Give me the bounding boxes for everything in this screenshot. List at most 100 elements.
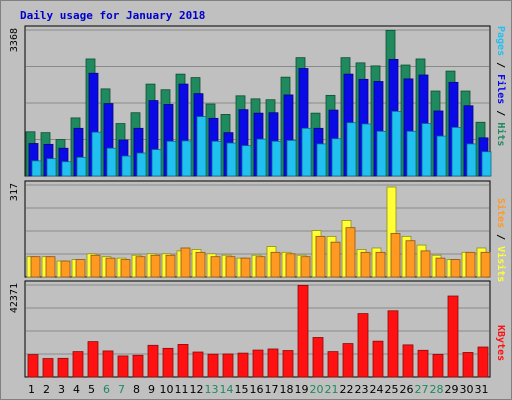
bar-sites-3 (60, 260, 71, 278)
bar-kbytes-3 (57, 357, 69, 378)
bar-sites-5 (90, 254, 101, 278)
bar-sites-2 (45, 256, 56, 278)
bar-kbytes-2 (42, 358, 54, 378)
bar-sites-14 (225, 256, 236, 278)
x-tick-label: 21 (325, 383, 339, 396)
bar-pages-3 (61, 161, 72, 177)
bar-pages-9 (151, 149, 162, 177)
bar-kbytes-4 (72, 351, 84, 378)
bar-pages-23 (361, 123, 372, 177)
bar-kbytes-23 (357, 313, 369, 378)
legend-entry: Sites (495, 198, 507, 228)
bar-kbytes-29 (447, 295, 459, 378)
bar-sites-7 (120, 259, 131, 278)
bar-kbytes-30 (462, 352, 474, 378)
bar-pages-19 (301, 127, 312, 177)
legend-bottom: KBytes (495, 325, 506, 361)
bar-kbytes-19 (297, 284, 309, 378)
x-tick-label: 6 (103, 383, 110, 396)
bar-pages-1 (31, 160, 42, 177)
x-tick-label: 12 (190, 383, 204, 396)
bar-sites-27 (420, 250, 431, 278)
bar-pages-14 (226, 142, 237, 177)
x-tick-label: 11 (175, 383, 189, 396)
x-tick-label: 9 (148, 383, 155, 396)
bar-kbytes-10 (162, 347, 174, 378)
bar-kbytes-22 (342, 343, 354, 378)
bar-sites-8 (135, 256, 146, 278)
ymax-label-kbytes: 42371 (9, 283, 20, 313)
ymax-label-hits-files-pages: 3368 (9, 28, 20, 52)
bar-sites-15 (240, 257, 251, 278)
x-tick-label: 15 (235, 383, 249, 396)
bar-sites-20 (315, 235, 326, 278)
x-tick-label: 1 (28, 383, 35, 396)
bar-kbytes-14 (222, 353, 234, 378)
x-tick-label: 2 (43, 383, 50, 396)
bar-kbytes-28 (432, 354, 444, 378)
bar-pages-12 (196, 116, 207, 177)
bar-sites-23 (360, 251, 371, 278)
bar-kbytes-17 (267, 348, 279, 378)
x-tick-label: 18 (280, 383, 294, 396)
bar-kbytes-13 (207, 353, 219, 378)
x-tick-label: 25 (385, 383, 399, 396)
bar-sites-21 (330, 241, 341, 278)
legend-entry: Pages (495, 26, 506, 56)
bar-sites-6 (105, 257, 116, 278)
bar-pages-7 (121, 155, 132, 177)
bar-pages-20 (316, 143, 327, 177)
bar-sites-19 (300, 256, 311, 278)
bar-pages-13 (211, 140, 222, 177)
bar-kbytes-12 (192, 351, 204, 378)
bar-sites-25 (390, 233, 401, 278)
bar-pages-15 (241, 145, 252, 177)
x-tick-label: 30 (460, 383, 474, 396)
x-tick-label: 28 (430, 383, 444, 396)
bar-sites-9 (150, 254, 161, 278)
bar-pages-29 (451, 127, 462, 177)
bar-kbytes-31 (477, 346, 489, 378)
bar-pages-22 (346, 122, 357, 177)
x-tick-label: 16 (250, 383, 264, 396)
bar-pages-24 (376, 130, 387, 177)
bar-kbytes-21 (327, 351, 339, 378)
bar-pages-6 (106, 147, 117, 177)
x-tick-label: 8 (133, 383, 140, 396)
bar-kbytes-8 (132, 354, 144, 378)
bar-sites-31 (480, 251, 491, 278)
x-tick-label: 27 (415, 383, 429, 396)
bar-sites-24 (375, 251, 386, 278)
legend-entry: / (495, 56, 506, 74)
legend-entry: / (495, 228, 506, 246)
chart-title: Daily usage for January 2018 (20, 9, 205, 22)
bar-kbytes-6 (102, 350, 114, 378)
bar-kbytes-27 (417, 349, 429, 378)
bar-sites-26 (405, 240, 416, 278)
legend-entry: KBytes (495, 325, 506, 361)
bar-pages-2 (46, 158, 57, 177)
bar-pages-21 (331, 138, 342, 177)
bar-kbytes-9 (147, 344, 159, 378)
legend-entry: Hits (495, 122, 507, 146)
x-tick-label: 29 (445, 383, 459, 396)
bar-sites-13 (210, 256, 221, 278)
x-tick-label: 20 (310, 383, 324, 396)
ymax-label-visits-sites: 317 (9, 183, 20, 201)
bar-kbytes-26 (402, 344, 414, 378)
bar-pages-16 (256, 138, 267, 177)
legend-entry: Files (495, 74, 507, 104)
bar-sites-30 (465, 251, 476, 278)
legend-top: Pages / Files / Hits (495, 26, 507, 146)
x-tick-label: 14 (220, 383, 234, 396)
bar-pages-18 (286, 140, 297, 177)
x-tick-label: 26 (400, 383, 414, 396)
panel-hits-files-pages: 3368 (9, 25, 492, 177)
bar-kbytes-24 (372, 340, 384, 378)
bar-kbytes-7 (117, 355, 129, 378)
legend-entry: Visits (495, 246, 507, 282)
bar-pages-5 (91, 131, 102, 177)
bar-pages-31 (481, 151, 492, 177)
x-tick-label: 3 (58, 383, 65, 396)
panel-visits-sites: 317 (9, 180, 491, 278)
